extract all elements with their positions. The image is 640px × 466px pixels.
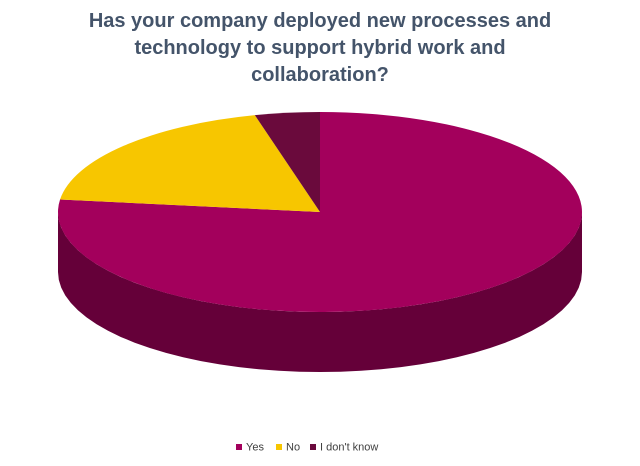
legend-label: I don't know [320,441,378,453]
legend-swatch [276,444,282,450]
legend-swatch [236,444,242,450]
legend-swatch [310,444,316,450]
legend-label: No [286,441,300,453]
slice-side [58,212,582,372]
slice [60,115,320,212]
slice [58,112,583,312]
slice [254,112,320,212]
chart-title: Has your company deployed new processes … [88,10,552,86]
legend-label: Yes [246,441,264,453]
